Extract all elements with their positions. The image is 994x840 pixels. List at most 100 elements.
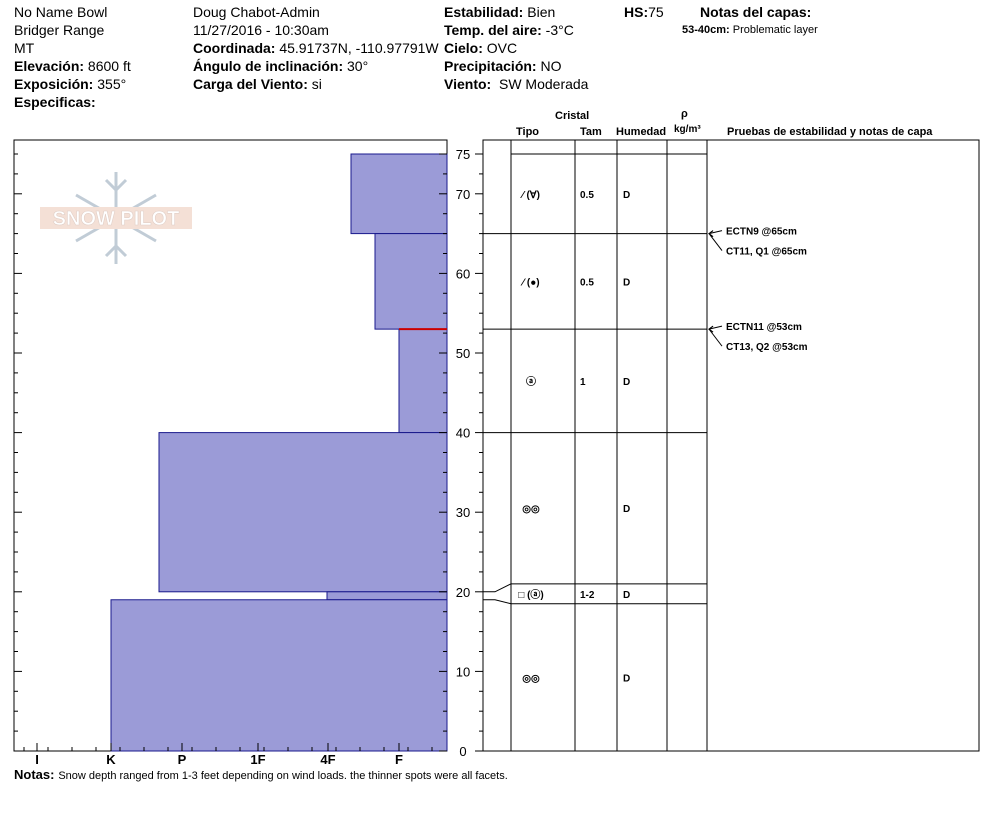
coordinates: Coordinada: 45.91737N, -110.97791W: [193, 40, 439, 57]
layer-grain-type-5: ◎◎: [522, 673, 540, 684]
slope-angle: Ángulo de inclinación: 30°: [193, 58, 368, 75]
hardness-bar-5: [110, 599, 448, 752]
hardness-bars: [110, 153, 448, 752]
layer-size-4: 1-2: [580, 590, 595, 601]
hardness-axis: I K P 1F 4F F: [23, 743, 433, 767]
air-temp-value: -3°C: [545, 22, 574, 38]
hardness-bar-4: [326, 591, 448, 601]
observer-name: Doug Chabot-Admin: [193, 4, 320, 20]
layer-grain-type-4: □ (ⓐ): [518, 588, 543, 601]
layer-moisture-1: D: [623, 277, 630, 288]
logo-band: [40, 207, 192, 229]
sky: Cielo: OVC: [444, 40, 517, 57]
test-leader-1: [708, 233, 723, 251]
layer-rows: ⁄ (∀) 0.5 D ⁄ (●) 0.5 Dⓐ 1 D ◎◎ D □ (ⓐ) 1-2 D ◎◎ D: [483, 153, 707, 684]
state-name: MT: [14, 40, 35, 56]
hardness-bar-1: [374, 233, 448, 330]
layer-moisture-5: D: [623, 673, 630, 684]
layer-moisture-3: D: [623, 504, 630, 515]
layer-moisture-2: D: [623, 377, 630, 388]
snow-height: HS:75: [624, 4, 664, 21]
sky-value: OVC: [486, 40, 518, 56]
height-tick-label-10: 10: [456, 664, 470, 679]
wind-value: SW Moderada: [498, 76, 589, 92]
tests-header: Pruebas de estabilidad y notas de capa: [727, 126, 933, 138]
hardness-tick-label-K: K: [106, 752, 116, 767]
height-axis: 0 10 20 30 40 50 60 70 75: [439, 147, 483, 759]
layer-grain-type-1: ⁄ (●): [520, 277, 539, 288]
wind: Viento: SW Moderada: [444, 76, 588, 93]
stability-value: Bien: [527, 4, 556, 20]
notes: Notas: Snow depth ranged from 1-3 feet d…: [14, 766, 508, 783]
test-arrow-icon-3: [708, 325, 714, 333]
hardness-bar-0: [350, 153, 448, 235]
layer-size-0: 0.5: [580, 190, 594, 201]
thin-layer-connector-top: [483, 583, 512, 593]
layer-grain-type-3: ◎◎: [522, 504, 540, 515]
specifics-label: Especificas:: [14, 94, 96, 110]
height-tick-label-40: 40: [456, 426, 470, 441]
air-temp-label: Temp. del aire:: [444, 22, 542, 38]
range-name: Bridger Range: [14, 22, 105, 38]
air-temp: Temp. del aire: -3°C: [444, 22, 574, 39]
location-name: No Name Bowl: [14, 4, 108, 20]
height-tick-label-60: 60: [456, 266, 470, 281]
layer-grain-type-2: ⓐ: [526, 375, 536, 388]
precip-label: Precipitación:: [444, 58, 537, 74]
notes-text: Snow depth ranged from 1-3 feet dependin…: [58, 770, 508, 782]
thin-layer-connector-bottom: [483, 599, 512, 605]
height-tick-label-0: 0: [459, 744, 466, 759]
observation-datetime: 11/27/2016 - 10:30am: [193, 22, 329, 38]
stability-tests: ECTN9 @65cm CT11, Q1 @65cm ECTN11 @53cm CT1…: [708, 227, 808, 353]
hardness-tick-label-4F: 4F: [320, 752, 335, 767]
wind-load-value: si: [311, 76, 322, 92]
test-label-0: ECTN9 @65cm: [726, 227, 797, 238]
coord-value: 45.91737N, -110.97791W: [279, 40, 439, 56]
layer-notes-label: Notas del capas:: [700, 4, 812, 20]
stability-label: Estabilidad:: [444, 4, 524, 20]
wind-load: Carga del Viento: si: [193, 76, 322, 93]
hardness-tick-label-F: F: [395, 752, 403, 767]
density-symbol: ρ: [681, 108, 688, 120]
precipitation: Precipitación: NO: [444, 58, 561, 75]
layer-note-range: 53-40cm:: [682, 24, 730, 36]
stability: Estabilidad: Bien: [444, 4, 555, 21]
test-label-3: CT13, Q2 @53cm: [726, 342, 808, 353]
aspect-value: 355°: [97, 76, 127, 92]
hardness-tick-label-P: P: [178, 752, 187, 767]
precip-value: NO: [540, 58, 562, 74]
aspect-label: Exposición:: [14, 76, 94, 92]
hs-value: 75: [648, 4, 664, 20]
coord-label: Coordinada:: [193, 40, 276, 56]
layer-note: 53-40cm: Problematic layer: [682, 24, 818, 37]
test-arrow-icon-1: [708, 230, 714, 238]
hs-label: HS:: [624, 4, 649, 20]
size-header: Tam: [580, 126, 602, 138]
test-label-1: CT11, Q1 @65cm: [726, 247, 807, 258]
height-tick-label-30: 30: [456, 505, 470, 520]
slope-label: Ángulo de inclinación:: [193, 58, 344, 74]
density-unit: kg/m³: [674, 124, 701, 135]
layer-moisture-0: D: [623, 190, 630, 201]
sky-label: Cielo:: [444, 40, 483, 56]
hardness-bar-3: [158, 432, 448, 593]
wind-load-label: Carga del Viento:: [193, 76, 308, 92]
test-leader-2: [708, 325, 723, 330]
height-tick-label-20: 20: [456, 585, 470, 600]
elevation: Elevación: 8600 ft: [14, 58, 131, 75]
hardness-tick-label-1F: 1F: [250, 752, 265, 767]
layer-moisture-4: D: [623, 590, 630, 601]
aspect: Exposición: 355°: [14, 76, 126, 93]
logo-text: SNOW PILOT: [53, 208, 180, 230]
hardness-bar-2: [398, 328, 448, 434]
left-minor-ticks: [14, 153, 22, 752]
test-label-2: ECTN11 @53cm: [726, 322, 802, 333]
notes-label: Notas:: [14, 767, 55, 782]
slope-value: 30°: [347, 58, 369, 74]
snowpilot-logo: SNOW PILOT: [40, 172, 192, 264]
hardness-tick-label-I: I: [35, 752, 39, 767]
test-leader-0: [708, 230, 723, 235]
test-leader-3: [708, 328, 723, 347]
wind-label: Viento:: [444, 76, 492, 92]
